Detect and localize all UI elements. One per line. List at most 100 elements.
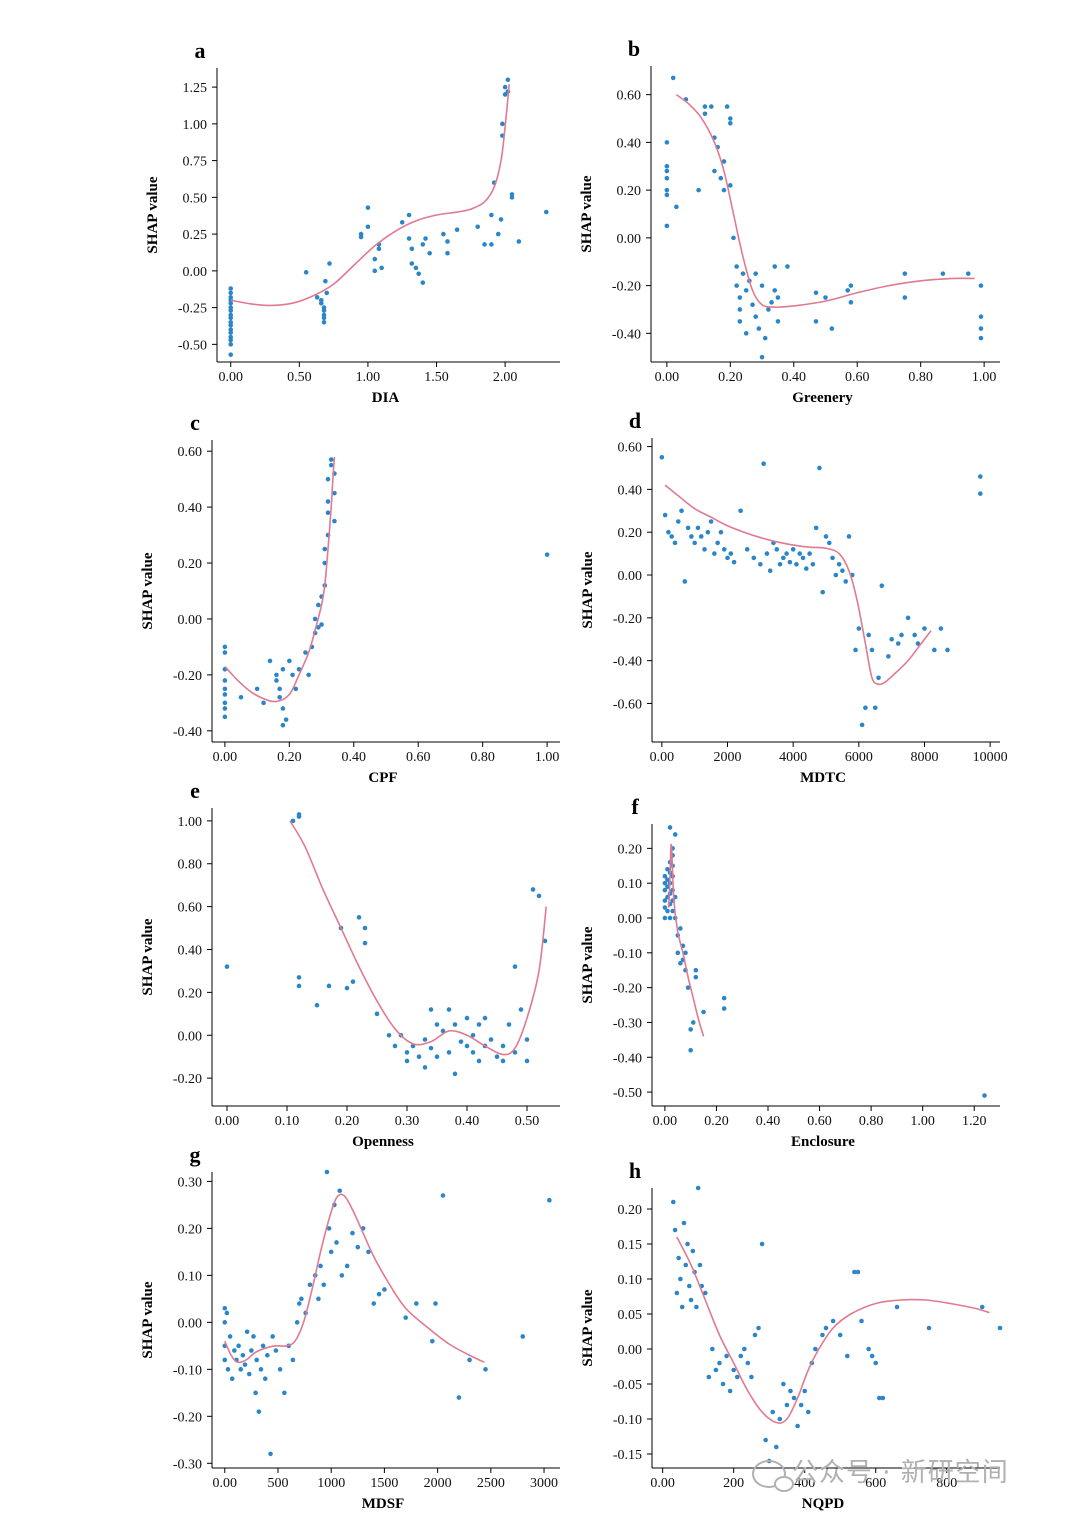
fit-curve — [230, 84, 511, 307]
data-point — [323, 278, 328, 284]
data-point — [767, 568, 773, 574]
data-point — [287, 658, 292, 664]
data-point — [915, 641, 921, 646]
data-point — [277, 686, 282, 692]
x-tick-label: 0.00 — [650, 750, 675, 765]
data-point — [325, 476, 331, 482]
data-point — [318, 1263, 323, 1269]
data-point — [872, 705, 878, 711]
data-point — [997, 1325, 1003, 1331]
data-point — [500, 1058, 506, 1064]
data-point — [681, 1220, 687, 1226]
data-point — [734, 283, 739, 288]
fit-curve — [224, 1193, 485, 1364]
x-tick-label: 1.00 — [910, 1114, 935, 1129]
data-point — [670, 75, 676, 81]
data-point — [895, 641, 901, 646]
data-point — [781, 555, 786, 561]
data-point — [409, 261, 415, 266]
data-point — [945, 647, 950, 653]
data-point — [222, 706, 228, 711]
data-point — [509, 195, 515, 200]
data-point — [456, 1395, 462, 1400]
data-point — [322, 560, 328, 566]
data-point — [502, 92, 508, 97]
data-point — [224, 964, 230, 969]
data-point — [422, 1065, 428, 1070]
data-point — [863, 705, 868, 711]
data-point — [222, 1320, 228, 1325]
data-point — [399, 220, 405, 225]
data-point — [731, 1367, 736, 1373]
data-point — [386, 1032, 392, 1038]
data-point — [756, 1325, 761, 1331]
data-point — [296, 666, 302, 672]
y-tick-label: 0.20 — [178, 557, 203, 572]
data-point — [222, 714, 228, 720]
data-point — [228, 330, 234, 335]
data-point — [752, 1332, 758, 1338]
data-point — [725, 555, 730, 561]
panel-letter: e — [190, 778, 200, 803]
data-point — [240, 1352, 246, 1358]
y-tick-label: -0.40 — [173, 725, 202, 740]
data-point — [727, 1388, 733, 1394]
data-point — [544, 552, 550, 557]
x-tick-label: 2500 — [477, 1476, 505, 1491]
y-tick-label: 0.15 — [618, 1238, 643, 1253]
data-point — [321, 315, 327, 321]
data-point — [452, 1022, 458, 1027]
data-point — [489, 212, 494, 218]
data-point — [763, 1437, 768, 1443]
data-point — [720, 1381, 726, 1387]
data-point — [337, 1188, 343, 1194]
data-point — [745, 1360, 751, 1366]
data-point — [728, 120, 733, 126]
y-tick-label: -0.25 — [178, 302, 207, 317]
data-point — [350, 1230, 355, 1236]
data-point — [365, 224, 371, 230]
data-point — [940, 271, 946, 276]
data-point — [265, 1352, 270, 1358]
x-tick-label: 4000 — [779, 750, 807, 765]
data-point — [318, 300, 324, 306]
x-tick-label: 400 — [794, 1476, 815, 1491]
data-point — [759, 354, 765, 360]
y-tick-label: 0.60 — [618, 441, 643, 456]
data-point — [406, 236, 412, 241]
data-point — [283, 717, 289, 722]
x-tick-label: 600 — [865, 1476, 886, 1491]
data-point — [766, 307, 771, 312]
x-tick-label: 0.60 — [845, 370, 870, 385]
data-point — [427, 250, 432, 256]
data-point — [894, 1304, 900, 1310]
data-point — [666, 529, 671, 535]
data-point — [751, 555, 757, 561]
data-point — [664, 163, 670, 169]
y-tick-label: 0.60 — [178, 445, 203, 460]
data-point — [855, 1269, 861, 1275]
data-point — [434, 1054, 440, 1059]
data-point — [328, 457, 334, 462]
data-point — [837, 1332, 843, 1338]
data-point — [750, 302, 755, 308]
y-axis-title: SHAP value — [140, 1281, 156, 1358]
data-point — [978, 314, 984, 319]
data-point — [696, 187, 701, 193]
data-point — [965, 271, 971, 276]
data-point — [228, 337, 234, 343]
data-point — [358, 231, 364, 237]
data-point — [502, 84, 508, 90]
y-tick-label: 0.10 — [178, 1269, 203, 1284]
data-point — [303, 270, 309, 275]
data-point — [807, 551, 812, 556]
data-point — [820, 589, 826, 595]
data-point — [777, 562, 783, 567]
data-point — [853, 647, 858, 653]
data-point — [753, 271, 758, 276]
x-tick-label: 1.20 — [962, 1114, 987, 1129]
panel-letter: h — [629, 1158, 641, 1183]
data-point — [328, 462, 334, 468]
data-point — [848, 283, 854, 288]
data-point — [845, 1353, 850, 1359]
